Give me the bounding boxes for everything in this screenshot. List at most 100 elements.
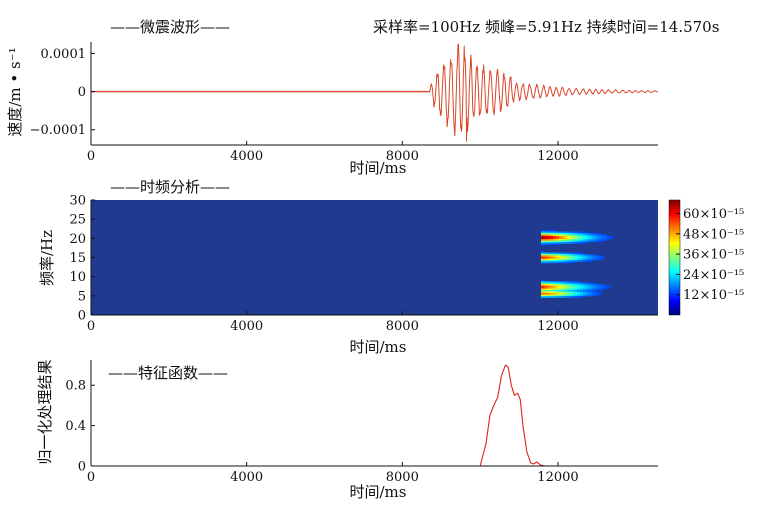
spectrogram-cell [562,242,566,244]
spectrogram-cell [556,285,560,288]
spectrogram-cell [550,255,554,258]
spectrogram-cell [559,288,563,291]
spectrogram-cell [577,237,581,240]
spectrogram-cell [562,231,566,234]
spectrogram-cell [553,287,557,289]
spectrogram-cell [544,294,548,297]
spectrogram-cell [580,293,584,295]
spectrogram-cell [589,239,593,241]
spectrogram-cell [556,294,560,297]
spectrogram-cell [568,242,572,244]
spectrogram-cell [547,252,551,255]
spectrogram-cell [586,237,590,240]
spectrogram-cell [544,243,548,246]
spectrogram-cell [574,254,578,256]
spectrogram-y-tick-label: 5 [78,289,86,304]
spectrogram-cell [562,257,566,259]
spectrogram-cell [583,260,587,262]
spectrogram-cell [553,288,557,291]
spectrogram-cell [544,261,548,264]
spectrogram-cell [604,237,608,240]
spectrogram-cell [589,260,593,262]
spectrogram-cell [544,282,548,285]
spectrogram-cell [562,239,566,241]
spectrogram-cell [604,239,608,241]
spectrogram-cell [598,236,602,238]
spectrogram-cell [577,290,581,292]
spectrogram-cell [577,234,581,237]
spectrogram-cell [568,260,572,262]
spectrogram-cell [547,255,551,258]
spectrogram-cell [544,293,548,295]
spectrogram-cell [562,255,566,258]
spectrogram-cell [553,255,557,258]
spectrogram-cell [547,254,551,256]
spectrogram-cell [541,288,545,291]
spectrogram-cell [550,240,554,243]
spectrogram-cell [565,290,569,292]
spectrogram-cell [547,257,551,259]
spectrogram-cell [556,282,560,285]
spectrogram-cell [580,257,584,259]
spectrogram-cell [589,287,593,289]
spectrogram-cell [547,294,551,297]
spectrogram-x-tick-label: 4000 [230,319,263,334]
spectrogram-cell [550,234,554,237]
spectrogram-x-tick-label: 12000 [537,319,578,334]
colorbar: 60×10⁻¹⁵ 48×10⁻¹⁵ 36×10⁻¹⁵ 24×10⁻¹⁵ 12×10⁻¹⁵ [668,199,744,316]
spectrogram-cell [559,234,563,237]
spectrogram-cell [610,236,614,238]
spectrogram-cell [583,236,587,238]
spectrogram-cell [571,240,575,243]
spectrogram-cell [544,231,548,234]
spectrogram-cell [586,290,590,292]
spectrogram-cell [556,240,560,243]
spectrogram-cell [598,288,602,291]
spectrogram-cell [550,239,554,241]
spectrogram-cell [586,294,590,297]
spectrogram-cell [574,284,578,286]
spectrogram-cell [553,290,557,292]
spectrogram-cell [598,257,602,259]
waveform-x-tick-label: 8000 [386,149,419,164]
spectrogram-cell [598,240,602,243]
spectrogram-cell [574,240,578,243]
spectrogram-cell [541,254,545,256]
spectrogram-cell [559,231,563,234]
spectrogram-cell [559,236,563,238]
spectrogram-cell [556,284,560,286]
spectrogram-cell [562,237,566,240]
waveform-y-label: 速度/m • s⁻¹ [6,47,24,136]
spectrogram-cell [589,240,593,243]
spectrogram-cell [541,293,545,295]
spectrogram-cell [565,254,569,256]
spectrogram-cell [607,236,611,238]
spectrogram-cell [568,291,572,294]
waveform-y-tick-label: −0.0001 [30,123,86,138]
spectrogram-cell [589,257,593,259]
spectrogram-cell [562,252,566,255]
spectrogram-cell [541,252,545,255]
spectrogram-cell [553,291,557,294]
spectrogram-cell [577,260,581,262]
spectrogram-cell [574,258,578,261]
spectrogram-cell [589,237,593,240]
spectrogram-cell [541,258,545,261]
spectrogram-cell [541,243,545,246]
spectrogram-cell [550,288,554,291]
spectrogram-cell [562,296,566,298]
spectrogram-cell [550,252,554,255]
spectrogram-cell [595,239,599,241]
spectrogram-cell [583,258,587,261]
spectrogram-cell [559,284,563,286]
characteristic-x-tick-label: 0 [87,470,95,485]
spectrogram-cell [559,287,563,289]
spectrogram-cell [556,296,560,298]
spectrogram-cell [583,234,587,237]
spectrogram-cell [583,233,587,235]
spectrogram-cell [541,240,545,243]
spectrogram-cell [580,284,584,286]
spectrogram-cell [550,258,554,261]
characteristic-y-tick-label: 0.4 [65,419,86,434]
